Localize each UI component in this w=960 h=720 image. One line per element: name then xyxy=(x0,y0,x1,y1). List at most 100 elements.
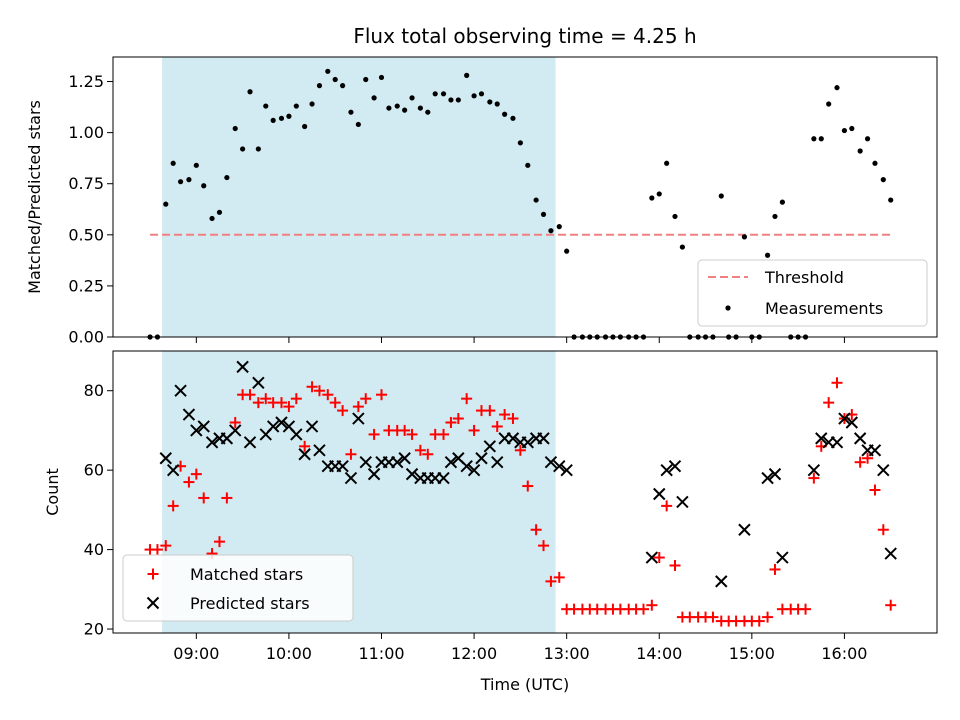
measurement-point xyxy=(525,163,530,168)
measurement-point xyxy=(224,175,229,180)
x-tick-label: 10:00 xyxy=(266,644,312,663)
measurement-point xyxy=(719,193,724,198)
measurement-point xyxy=(333,77,338,82)
measurement-point xyxy=(672,214,677,219)
measurement-point xyxy=(186,177,191,182)
figure: 0.00 0.25 0.50 0.75 1.00 1.25 Flux total obse… xyxy=(0,0,960,720)
measurement-point xyxy=(433,91,438,96)
measurement-point xyxy=(865,136,870,141)
measurement-point xyxy=(564,249,569,254)
measurement-point xyxy=(201,183,206,188)
measurement-point xyxy=(356,122,361,127)
legend-threshold-label: Threshold xyxy=(764,268,844,287)
measurement-point xyxy=(279,116,284,121)
measurement-point xyxy=(548,228,553,233)
measurement-point xyxy=(233,126,238,131)
measurement-point xyxy=(194,163,199,168)
measurement-point xyxy=(541,212,546,217)
measurement-point xyxy=(425,110,430,115)
measurement-point xyxy=(765,253,770,258)
measurement-point xyxy=(842,128,847,133)
top-y-tick-label: 0.75 xyxy=(68,174,104,193)
measurement-point xyxy=(209,216,214,221)
measurement-point xyxy=(664,161,669,166)
x-tick-label: 16:00 xyxy=(821,644,867,663)
measurement-point xyxy=(348,110,353,115)
measurement-point xyxy=(418,105,423,110)
measurement-point xyxy=(487,99,492,104)
measurement-point xyxy=(742,234,747,239)
chart-title: Flux total observing time = 4.25 h xyxy=(353,24,696,48)
measurement-point xyxy=(872,161,877,166)
observing-window-shade-top xyxy=(162,57,555,337)
measurement-point xyxy=(448,97,453,102)
top-y-tick-label: 0.25 xyxy=(68,276,104,295)
top-legend: Threshold Measurements xyxy=(698,260,927,326)
bottom-y-tick-label: 40 xyxy=(84,540,104,559)
measurement-point xyxy=(240,146,245,151)
measurement-point xyxy=(386,105,391,110)
measurement-point xyxy=(826,101,831,106)
measurement-point xyxy=(534,197,539,202)
measurement-point xyxy=(163,202,168,207)
legend-matched-label: Matched stars xyxy=(190,565,303,584)
top-y-tick-label: 1.00 xyxy=(68,123,104,142)
measurement-point xyxy=(409,95,414,100)
measurement-point xyxy=(657,191,662,196)
measurement-point xyxy=(772,214,777,219)
measurement-point xyxy=(780,200,785,205)
measurement-point xyxy=(171,161,176,166)
top-y-tick-label: 0.50 xyxy=(68,225,104,244)
measurement-point xyxy=(286,114,291,119)
measurement-point xyxy=(881,177,886,182)
x-axis-label: Time (UTC) xyxy=(480,675,569,694)
measurement-point xyxy=(680,244,685,249)
bottom-y-tick-label: 20 xyxy=(84,620,104,639)
legend-predicted-label: Predicted stars xyxy=(190,594,310,613)
measurement-point xyxy=(479,91,484,96)
bottom-y-tick-label: 80 xyxy=(84,381,104,400)
measurement-point xyxy=(379,75,384,80)
measurement-point xyxy=(456,97,461,102)
top-y-axis-label: Matched/Predicted stars xyxy=(25,100,44,294)
measurement-point xyxy=(271,118,276,123)
measurement-point xyxy=(441,91,446,96)
measurement-point xyxy=(649,195,654,200)
measurement-point xyxy=(256,146,261,151)
legend-measurements-symbol xyxy=(725,305,730,310)
measurement-point xyxy=(471,93,476,98)
measurement-point xyxy=(178,179,183,184)
measurement-point xyxy=(263,103,268,108)
x-tick-label: 13:00 xyxy=(544,644,590,663)
measurement-point xyxy=(371,95,376,100)
measurement-point xyxy=(395,103,400,108)
measurement-point xyxy=(849,126,854,131)
measurement-point xyxy=(557,224,562,229)
measurement-point xyxy=(858,148,863,153)
measurement-point xyxy=(819,136,824,141)
measurement-point xyxy=(340,83,345,88)
top-y-tick-label: 1.25 xyxy=(68,72,104,91)
measurement-point xyxy=(502,112,507,117)
bottom-y-tick-label: 60 xyxy=(84,461,104,480)
x-tick-label: 11:00 xyxy=(358,644,404,663)
x-tick-label: 12:00 xyxy=(451,644,497,663)
measurement-point xyxy=(464,73,469,78)
measurement-point xyxy=(217,210,222,215)
x-tick-label: 15:00 xyxy=(729,644,775,663)
measurement-point xyxy=(495,101,500,106)
measurement-point xyxy=(811,136,816,141)
measurement-point xyxy=(294,103,299,108)
measurement-point xyxy=(363,77,368,82)
measurement-point xyxy=(518,140,523,145)
measurement-point xyxy=(317,83,322,88)
top-y-tick-label: 0.00 xyxy=(68,328,104,347)
measurement-point xyxy=(402,108,407,113)
bottom-legend: Matched stars Predicted stars xyxy=(123,555,353,621)
measurement-point xyxy=(247,89,252,94)
measurement-point xyxy=(325,69,330,74)
x-tick-label: 14:00 xyxy=(636,644,682,663)
legend-measurements-label: Measurements xyxy=(765,299,883,318)
measurement-point xyxy=(510,116,515,121)
measurement-point xyxy=(302,124,307,129)
